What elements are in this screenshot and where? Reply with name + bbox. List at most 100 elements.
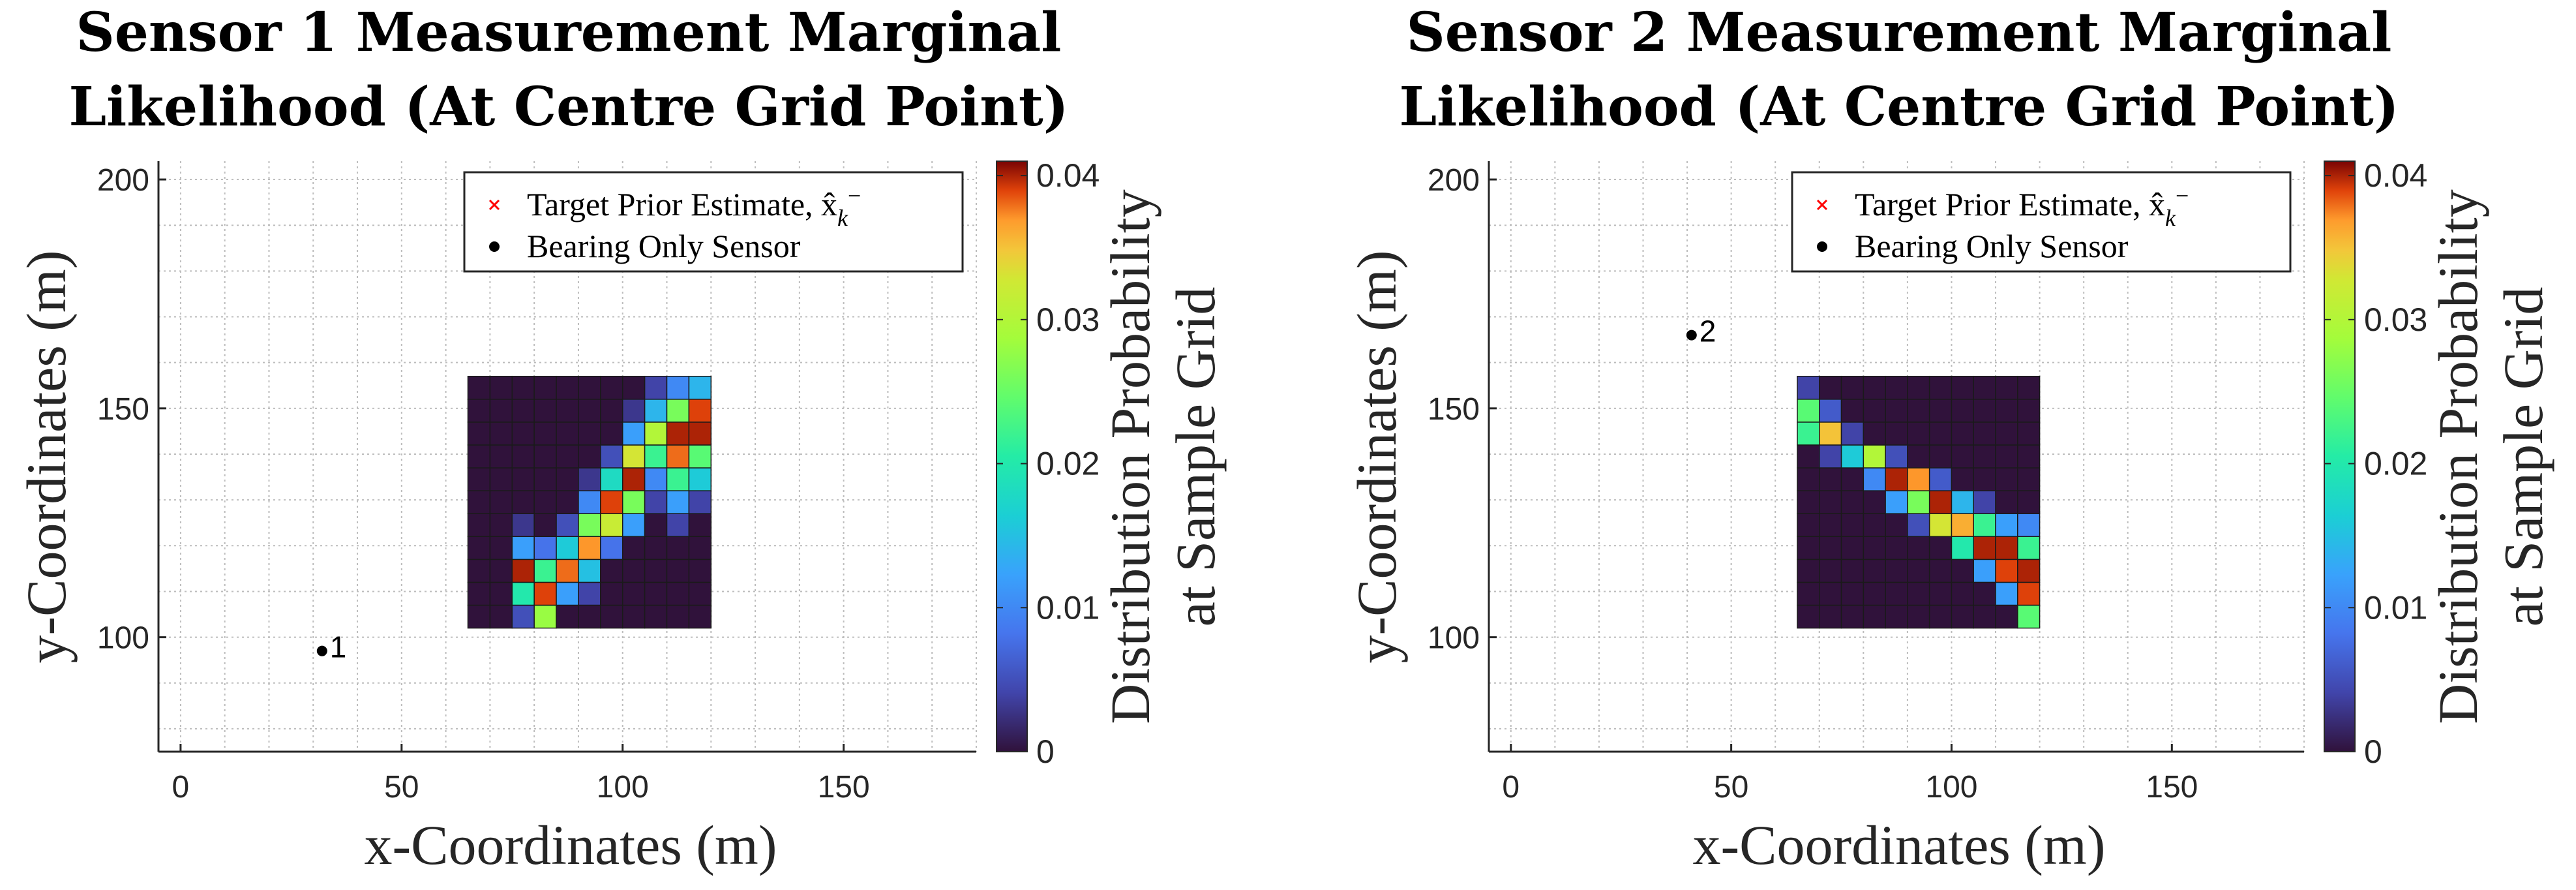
heatmap-cell — [666, 581, 690, 606]
heatmap-cell — [1907, 604, 1930, 629]
heatmap-cell — [644, 559, 668, 583]
heatmap-cell — [2017, 467, 2041, 491]
heatmap-cell — [622, 604, 646, 629]
heatmap-cell — [644, 513, 668, 538]
y-tick-label: 200 — [97, 163, 149, 198]
heatmap-cell — [1863, 375, 1886, 400]
x-axis-label: x-Coordinates (m) — [1693, 814, 2106, 876]
heatmap-cell — [1973, 399, 1996, 423]
colorbar-label-line-2: at Sample Grid — [1164, 287, 1227, 627]
colorbar: 0 0.01 0.02 0.03 0.04 — [996, 157, 1100, 770]
heatmap-cell — [511, 490, 535, 514]
heatmap-cell — [511, 422, 535, 446]
colorbar-tick-label: 0 — [1036, 733, 1055, 770]
heatmap-cell — [1907, 375, 1930, 400]
legend-box — [1791, 171, 2292, 273]
heatmap-cell — [533, 467, 557, 491]
heatmap-cell — [556, 399, 579, 423]
heatmap-cell — [489, 399, 513, 423]
legend-label-sensor: Bearing Only Sensor — [1855, 228, 2129, 264]
heatmap-cell — [467, 490, 491, 514]
heatmap-cell — [1840, 422, 1865, 446]
colorbar-tick-label: 0.04 — [1036, 157, 1100, 194]
heatmap-cell — [1885, 467, 1908, 491]
heatmap-cell — [578, 604, 601, 629]
heatmap-cell — [1863, 490, 1886, 514]
heatmap-cell — [1819, 375, 1842, 400]
x-tick-label: 0 — [1502, 770, 1520, 805]
heatmap-cell — [1907, 581, 1930, 606]
y-tick-label: 200 — [1428, 163, 1480, 198]
heatmap-cell — [1907, 444, 1930, 468]
heatmap-cell — [511, 467, 535, 491]
heatmap-cell — [600, 444, 623, 468]
heatmap-cell — [1995, 467, 2018, 491]
heatmap-cell — [688, 444, 712, 468]
heatmap-cell — [489, 604, 513, 629]
heatmap-cell — [1840, 375, 1865, 400]
heatmap-cell — [556, 422, 579, 446]
heatmap-cell — [467, 375, 491, 400]
x-tick-label: 150 — [818, 770, 870, 805]
heatmap-cell — [1951, 513, 1974, 538]
heatmap-cell — [1840, 536, 1865, 560]
heatmap-cell — [1928, 513, 1953, 538]
heatmap-cell — [622, 467, 646, 491]
heatmap-cell — [600, 422, 623, 446]
heatmap-cell — [1863, 422, 1886, 446]
heatmap-cell — [622, 375, 646, 400]
heatmap-cell — [666, 559, 690, 583]
heatmap-cell — [1797, 399, 1820, 423]
heatmap-cell — [600, 490, 623, 514]
heatmap-cell — [644, 467, 668, 491]
heatmap-cell — [1863, 467, 1886, 491]
heatmap-cell — [556, 559, 579, 583]
heatmap-cell — [1973, 444, 1996, 468]
heatmap-cell — [511, 444, 535, 468]
heatmap-cell — [1840, 513, 1865, 538]
heatmap-cell — [1973, 490, 1996, 514]
heatmap-cell — [1819, 536, 1842, 560]
colorbar-label-line-1: Distribution Probability — [2427, 189, 2489, 724]
legend-label-sensor: Bearing Only Sensor — [527, 228, 801, 264]
heatmap-cell — [2017, 490, 2041, 514]
heatmap-cell — [578, 513, 601, 538]
heatmap-cell — [1840, 490, 1865, 514]
heatmap-cell — [1797, 513, 1820, 538]
chart-title-line-2: Likelihood (At Centre Grid Point) — [1399, 76, 2399, 138]
heatmap-cell — [1819, 490, 1842, 514]
heatmap-cell — [1885, 604, 1908, 629]
heatmap-cell — [600, 513, 623, 538]
heatmap-cell — [533, 581, 557, 606]
heatmap-cell — [578, 422, 601, 446]
heatmap-cell — [1819, 444, 1842, 468]
heatmap-cell — [556, 375, 579, 400]
heatmap-cell — [2017, 399, 2041, 423]
x-tick-label: 100 — [597, 770, 649, 805]
heatmap-cell — [1797, 444, 1820, 468]
heatmap-cell — [1995, 444, 2018, 468]
heatmap-cell — [578, 559, 601, 583]
heatmap-cell — [688, 490, 712, 514]
heatmap-cell — [600, 604, 623, 629]
heatmap-cell — [467, 422, 491, 446]
sensor-label: 2 — [1700, 315, 1716, 348]
heatmap-cell — [533, 604, 557, 629]
heatmap-cell — [489, 467, 513, 491]
heatmap-cell — [1995, 490, 2018, 514]
heatmap-cell — [1951, 375, 1974, 400]
heatmap-cell — [688, 559, 712, 583]
heatmap — [467, 375, 712, 629]
x-axis-label: x-Coordinates (m) — [365, 814, 777, 876]
heatmap-cell — [511, 536, 535, 560]
heatmap-cell — [1995, 604, 2018, 629]
heatmap-cell — [600, 375, 623, 400]
heatmap-cell — [1819, 604, 1842, 629]
heatmap-cell — [556, 581, 579, 606]
heatmap-cell — [1951, 536, 1974, 560]
heatmap-cell — [467, 559, 491, 583]
heatmap-cell — [1863, 581, 1886, 606]
chart-title-line-1: Sensor 1 Measurement Marginal — [76, 1, 1062, 64]
x-tick-label: 100 — [1925, 770, 1977, 805]
